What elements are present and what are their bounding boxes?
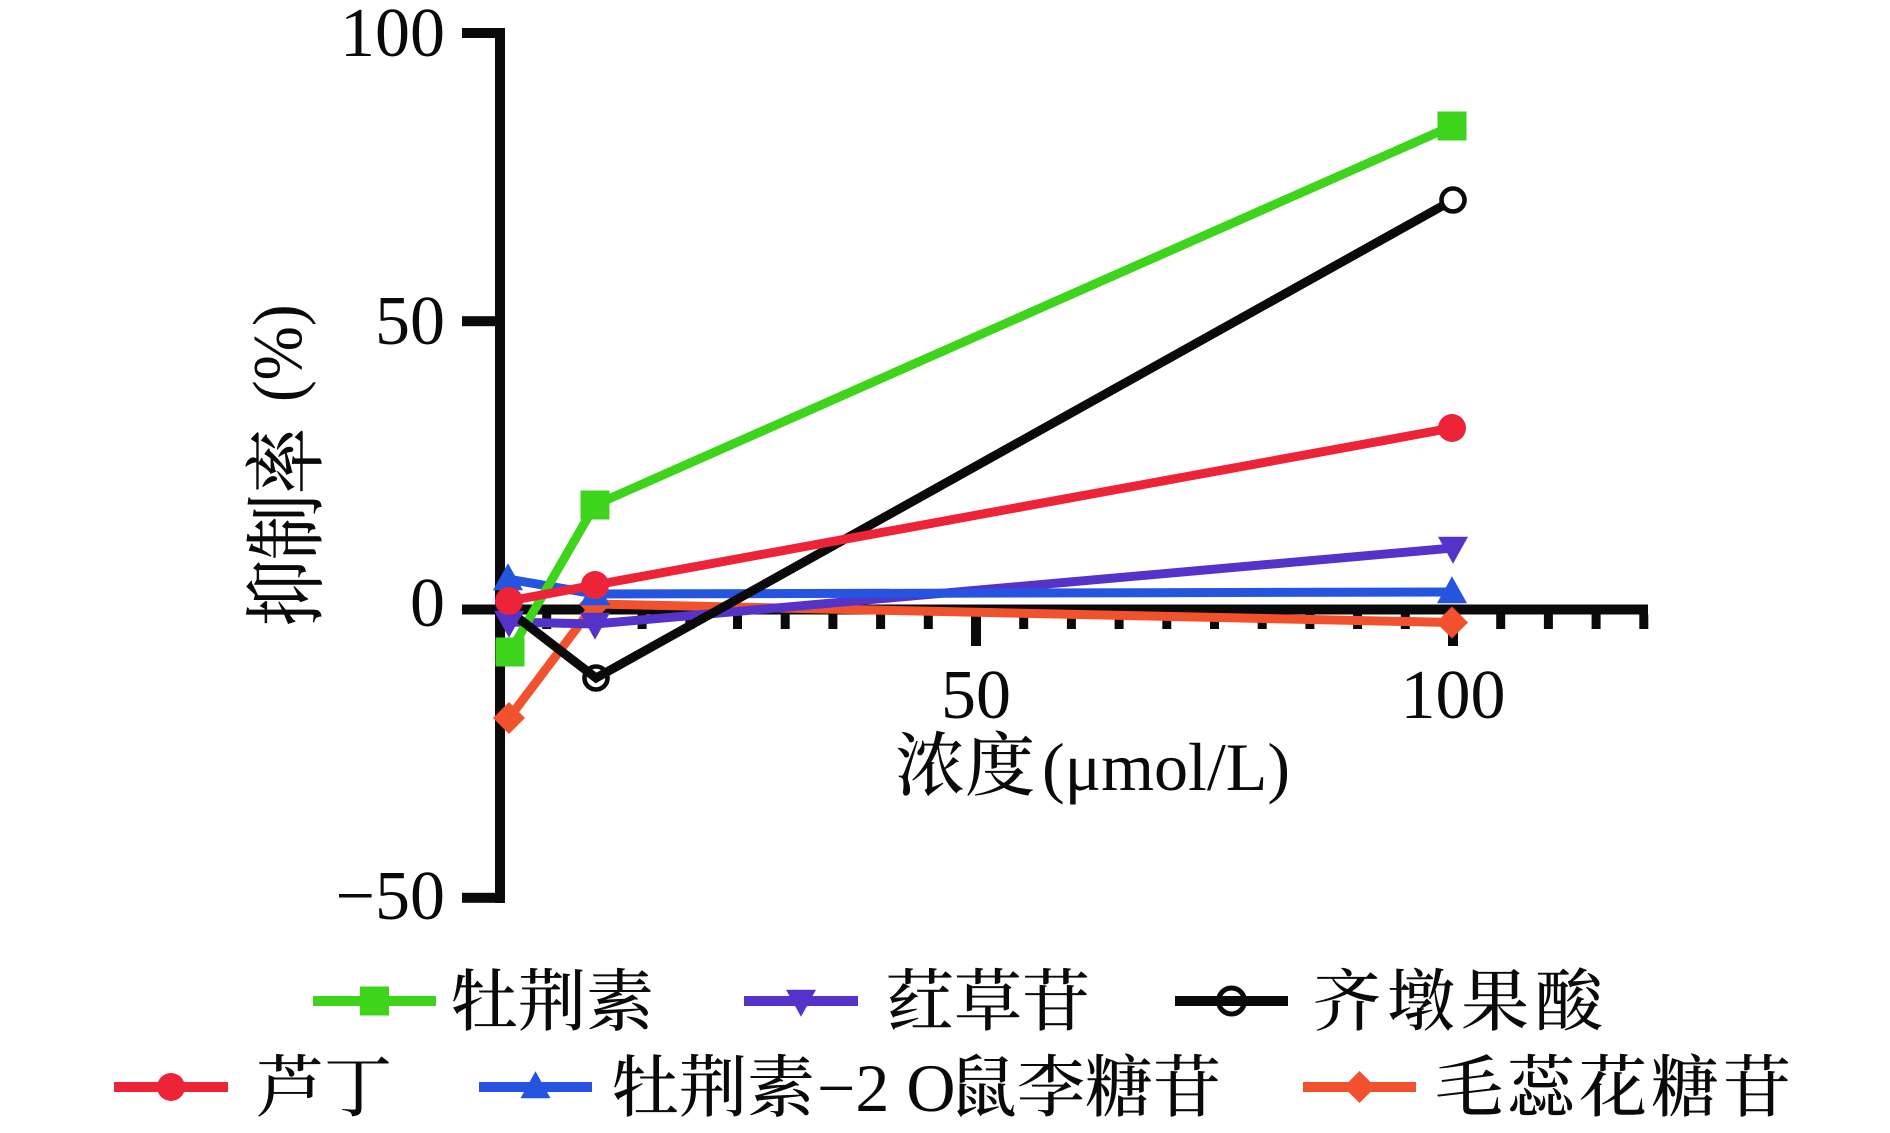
svg-text:−50: −50 — [336, 858, 445, 935]
svg-text:(%): (%) — [239, 304, 317, 402]
svg-text:(μmol/L): (μmol/L) — [1042, 729, 1290, 805]
svg-text:50: 50 — [941, 657, 1011, 734]
svg-text:100: 100 — [340, 0, 445, 72]
svg-text:−2 O: −2 O — [817, 1050, 955, 1126]
svg-text:50: 50 — [375, 283, 445, 360]
svg-text:0: 0 — [410, 565, 445, 642]
svg-text:100: 100 — [1401, 657, 1506, 734]
